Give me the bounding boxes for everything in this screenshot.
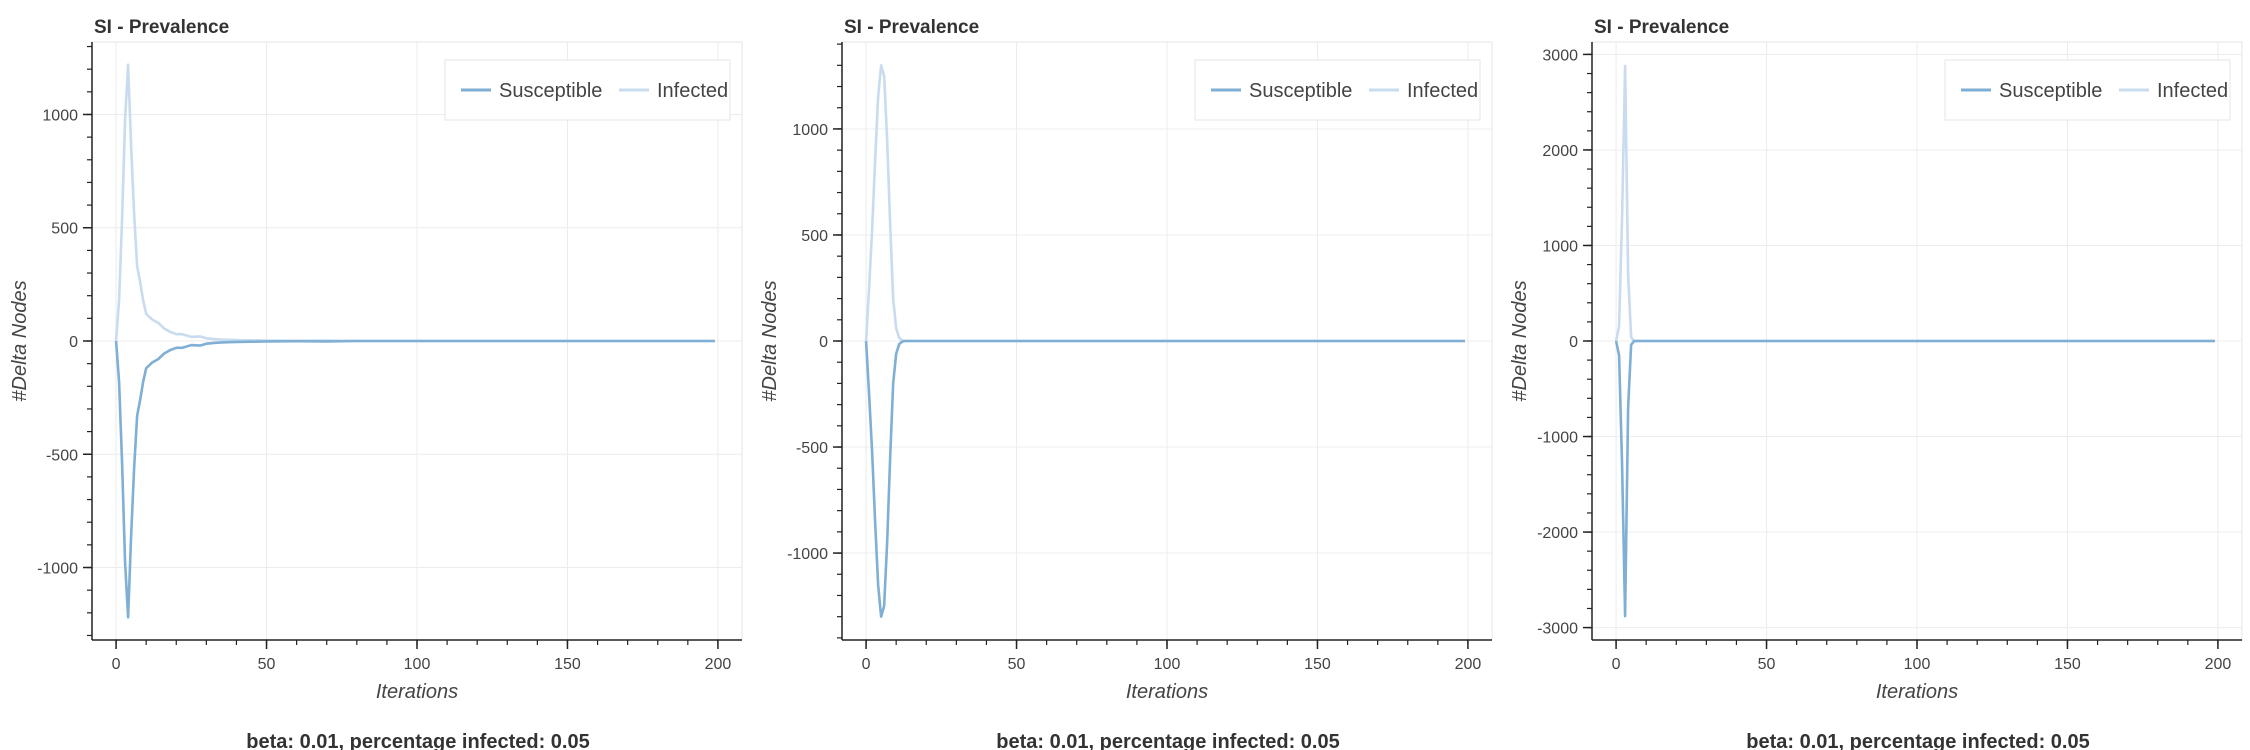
legend-box	[1944, 59, 2231, 121]
legend-label-susceptible: Susceptible	[1249, 80, 1352, 102]
x-tick-label: 0	[1612, 656, 1621, 673]
x-axis-label: Iterations	[1126, 681, 1208, 703]
legend-label-infected: Infected	[657, 80, 728, 102]
x-tick-label: 100	[1154, 656, 1181, 673]
chart-panel-2: 0 50 100 150 200 -1000 -500 0 500 1000 Susceptible…	[750, 0, 1500, 750]
y-tick-label: 1000	[42, 107, 78, 124]
legend-label-susceptible: Susceptible	[499, 80, 602, 102]
x-tick-label: 200	[705, 656, 732, 673]
y-tick-label: 0	[69, 334, 78, 351]
y-tick-label: -1000	[37, 561, 78, 578]
x-axis-label: Iterations	[376, 681, 458, 703]
y-tick-label: -3000	[1537, 621, 1578, 638]
y-tick-label: 500	[51, 221, 78, 238]
x-tick-label: 100	[1904, 656, 1931, 673]
x-tick-label: 150	[554, 656, 581, 673]
x-axis-label: Iterations	[1876, 681, 1958, 703]
series-line-susceptible	[864, 339, 1465, 618]
y-tick-label: -500	[46, 447, 78, 464]
chart-caption: beta: 0.01, percentage infected: 0.05	[996, 731, 1339, 750]
series-line-susceptible	[1614, 339, 2215, 618]
chart-caption: beta: 0.01, percentage infected: 0.05	[246, 731, 589, 750]
y-axis-label: #Delta Nodes	[759, 280, 781, 401]
chart-panel-1: 0 50 100 150 200 -1000 -500 0 500 1000 Susceptible…	[0, 0, 750, 750]
y-tick-label: 0	[819, 334, 828, 351]
chart-svg-1: 0 50 100 150 200 -1000 -500 0 500 1000 Susceptible…	[9, 17, 743, 750]
y-axis-label: #Delta Nodes	[9, 280, 31, 401]
chart-title: SI - Prevalence	[844, 17, 979, 38]
series-line-susceptible	[114, 339, 715, 619]
chart-title: SI - Prevalence	[1594, 17, 1729, 38]
legend-box	[444, 59, 731, 121]
x-tick-label: 200	[1455, 656, 1482, 673]
legend-label-susceptible: Susceptible	[1999, 80, 2102, 102]
y-tick-label: 1000	[792, 122, 828, 139]
legend-label-infected: Infected	[2157, 80, 2228, 102]
chart-title: SI - Prevalence	[94, 17, 229, 38]
legend-box	[1194, 59, 1481, 121]
x-tick-label: 50	[258, 656, 276, 673]
x-tick-label: 0	[112, 656, 121, 673]
x-tick-label: 50	[1008, 656, 1026, 673]
x-tick-label: 0	[862, 656, 871, 673]
y-tick-label: 2000	[1542, 143, 1578, 160]
y-tick-label: -500	[796, 440, 828, 457]
x-tick-label: 100	[404, 656, 431, 673]
chart-caption: beta: 0.01, percentage infected: 0.05	[1746, 731, 2089, 750]
y-axis-label: #Delta Nodes	[1509, 280, 1531, 401]
chart-panel-3: 0 50 100 150 200 -3000 -2000 -1000 0 1000 2000 3000…	[1500, 0, 2250, 750]
y-tick-label: 500	[801, 228, 828, 245]
y-tick-label: 1000	[1542, 238, 1578, 255]
x-tick-label: 150	[2054, 656, 2081, 673]
y-tick-label: -1000	[787, 546, 828, 563]
x-tick-label: 200	[2205, 656, 2232, 673]
legend-label-infected: Infected	[1407, 80, 1478, 102]
y-tick-label: 0	[1569, 334, 1578, 351]
y-tick-label: -1000	[1537, 430, 1578, 447]
chart-svg-2: 0 50 100 150 200 -1000 -500 0 500 1000 Susceptible…	[759, 17, 1493, 750]
y-tick-label: 3000	[1542, 47, 1578, 64]
x-tick-label: 150	[1304, 656, 1331, 673]
y-tick-label: -2000	[1537, 525, 1578, 542]
x-tick-label: 50	[1758, 656, 1776, 673]
chart-svg-3: 0 50 100 150 200 -3000 -2000 -1000 0 1000 2000 3000…	[1509, 17, 2243, 750]
